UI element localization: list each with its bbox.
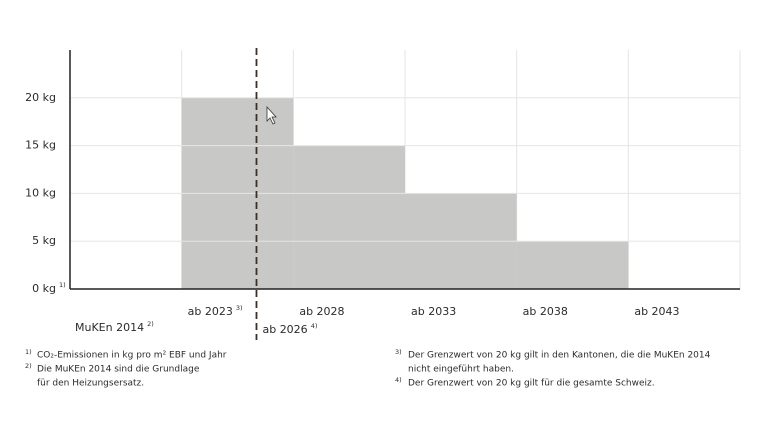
bar	[516, 241, 629, 289]
footnote-text: Der Grenzwert von 20 kg gilt in den Kant…	[408, 351, 711, 361]
x-tick-label: ab 2043	[634, 305, 679, 318]
x-tick-label: ab 2038	[523, 305, 568, 318]
footnote-marker: 2)	[25, 362, 32, 370]
footnote-marker: 1)	[25, 348, 32, 356]
y-tick-label: 15 kg	[25, 139, 56, 152]
footnote-text: Die MuKEn 2014 sind die Grundlage	[37, 365, 200, 375]
footnote-ref: 1)	[59, 281, 66, 289]
y-tick-label: 0 kg	[32, 282, 56, 295]
footnote-text: nicht eingeführt haben.	[408, 365, 514, 375]
footnote-ref: 4)	[311, 322, 318, 330]
footnote-marker: 3)	[395, 348, 402, 356]
bar	[293, 145, 405, 289]
y-tick-label: 20 kg	[25, 91, 56, 104]
x-tick-label: ab 2028	[299, 305, 344, 318]
y-tick-label: 5 kg	[32, 234, 56, 247]
baseline-label: MuKEn 2014	[75, 321, 144, 334]
footnote-text: für den Heizungsersatz.	[37, 379, 144, 389]
footnote-ref: 3)	[236, 304, 243, 312]
y-tick-label: 10 kg	[25, 186, 56, 199]
footnote-text: CO₂-Emissionen in kg pro m² EBF und Jahr	[37, 351, 227, 361]
x-tick-label: ab 2033	[411, 305, 456, 318]
cursor	[266, 105, 277, 125]
x-tick-label: ab 2023	[188, 305, 233, 318]
marker-label: ab 2026	[262, 323, 307, 336]
footnote-text: Der Grenzwert von 20 kg gilt für die ges…	[408, 379, 655, 389]
footnote-ref: 2)	[147, 320, 154, 328]
footnote-marker: 4)	[395, 376, 402, 384]
